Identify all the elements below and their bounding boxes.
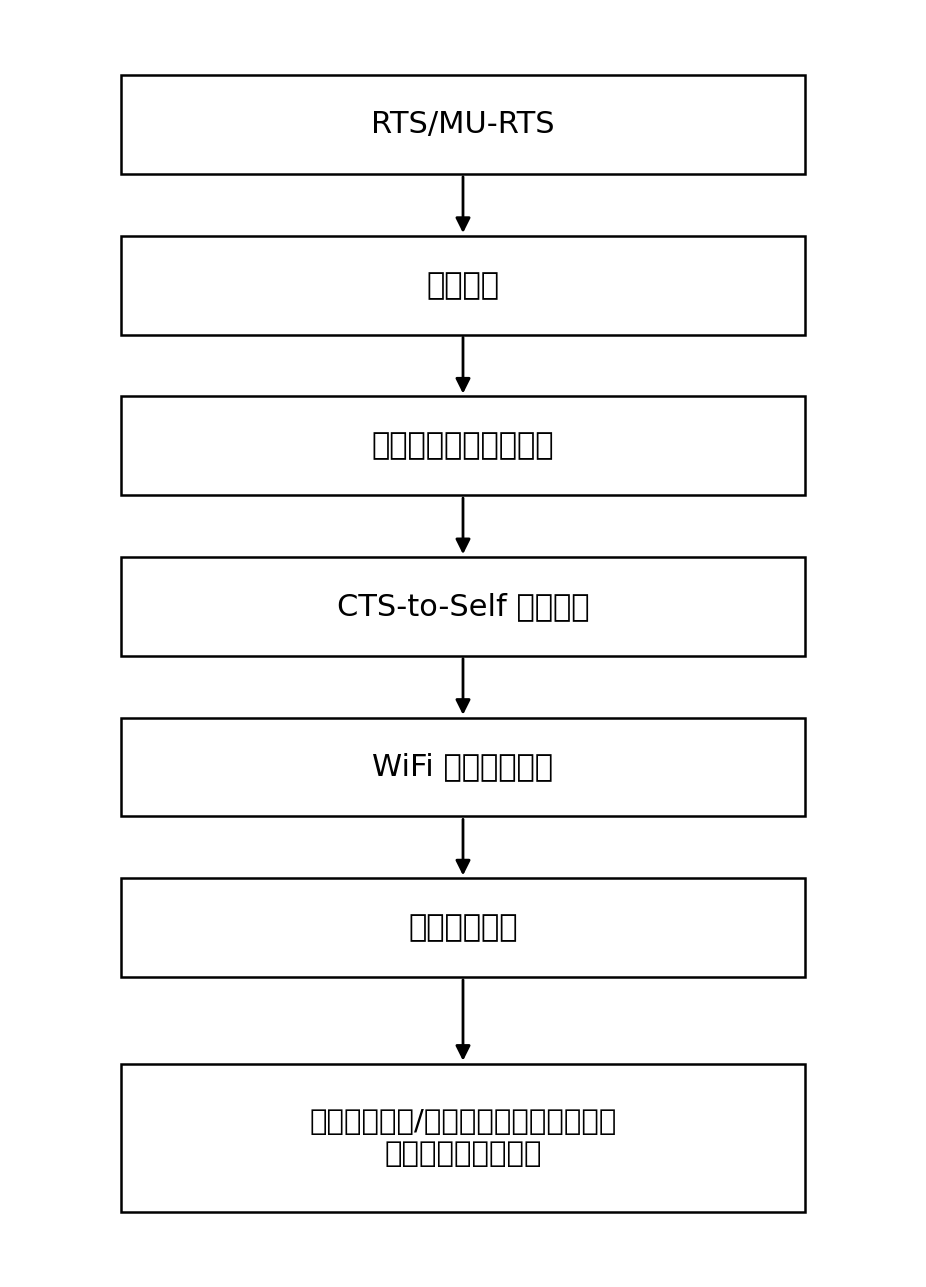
Text: 异构网络用户/设备在指定的时间内占用
该空间流，传输数据: 异构网络用户/设备在指定的时间内占用 该空间流，传输数据 — [309, 1108, 617, 1167]
FancyBboxPatch shape — [121, 396, 805, 495]
Text: CTS-to-Self 强制占用: CTS-to-Self 强制占用 — [337, 592, 589, 620]
Text: WiFi 用户连接失败: WiFi 用户连接失败 — [372, 753, 554, 781]
Text: 其他异构网络获取信息: 其他异构网络获取信息 — [371, 431, 555, 461]
FancyBboxPatch shape — [121, 557, 805, 656]
FancyBboxPatch shape — [121, 1063, 805, 1212]
Text: RTS/MU-RTS: RTS/MU-RTS — [371, 111, 555, 139]
FancyBboxPatch shape — [121, 878, 805, 977]
Text: 信道估计: 信道估计 — [427, 270, 499, 300]
Text: 空间资源空闲: 空间资源空闲 — [408, 914, 518, 942]
FancyBboxPatch shape — [121, 75, 805, 174]
FancyBboxPatch shape — [121, 236, 805, 335]
FancyBboxPatch shape — [121, 718, 805, 816]
